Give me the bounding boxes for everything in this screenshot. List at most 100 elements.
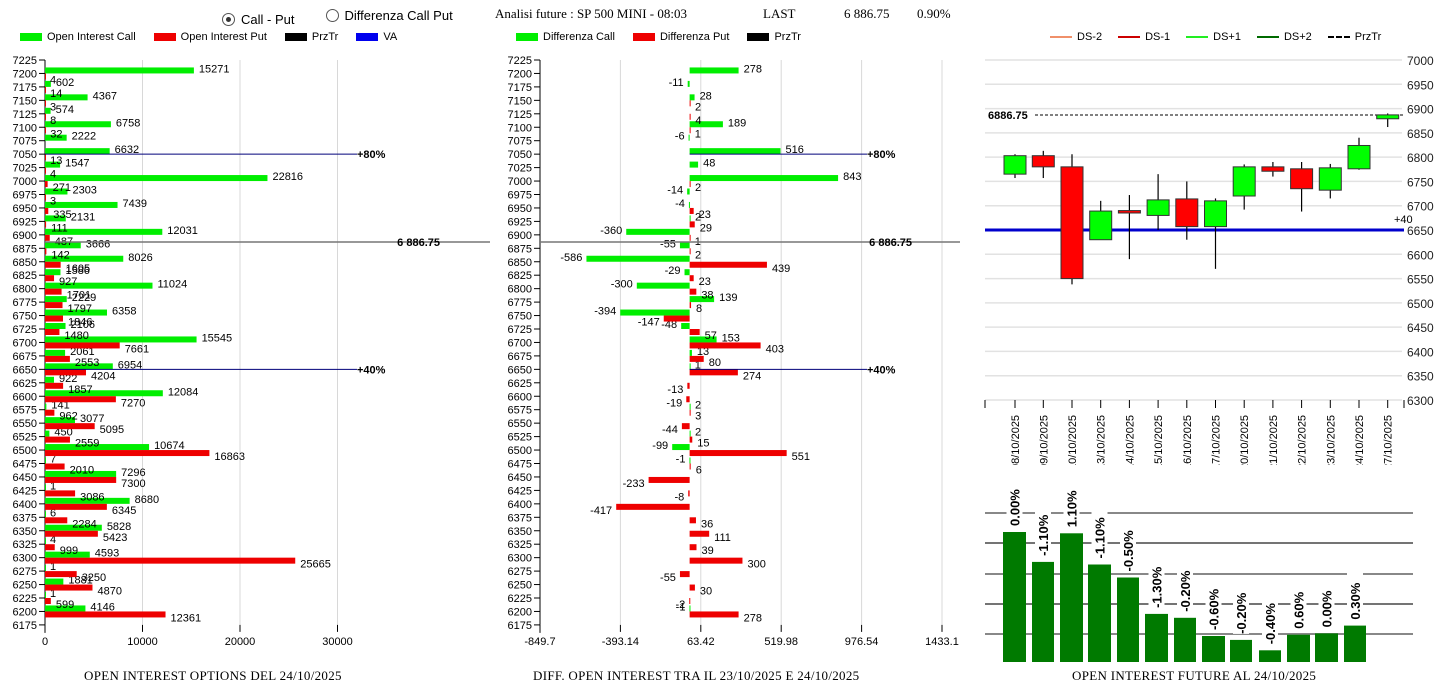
bar-call bbox=[689, 403, 691, 410]
x-tick-label: 17/10/2025 bbox=[1211, 415, 1223, 465]
legend-label: Differenza Call bbox=[543, 31, 615, 43]
bar-label-put: 8 bbox=[696, 303, 702, 315]
va-level-label: +40% bbox=[357, 364, 386, 376]
bar-put bbox=[689, 207, 694, 214]
y-tick-label: 6200 bbox=[13, 606, 37, 618]
bar-label-put: 7661 bbox=[125, 343, 149, 355]
oi-bar bbox=[1117, 577, 1139, 662]
bar-put bbox=[45, 207, 49, 214]
bar-call bbox=[689, 349, 692, 356]
bar-put bbox=[45, 302, 63, 309]
bar-label-put: 4 bbox=[50, 74, 56, 86]
bar-label-put: 403 bbox=[766, 343, 784, 355]
bar-put bbox=[689, 584, 695, 591]
bar-call bbox=[689, 430, 691, 437]
bar-put bbox=[689, 436, 693, 443]
bar-label-call: 12031 bbox=[167, 225, 198, 237]
bar-label-call: 6358 bbox=[112, 306, 136, 318]
y-tick-label: 6200 bbox=[508, 606, 532, 618]
bar-label-call: 13 bbox=[697, 346, 709, 358]
bar-put bbox=[681, 423, 690, 430]
y-tick-label: 7200 bbox=[13, 68, 37, 80]
y-tick-label: 6900 bbox=[508, 230, 532, 242]
x-tick-label: 09/10/2025 bbox=[1038, 415, 1050, 465]
legend-item-ds-minus2: DS-2 bbox=[1050, 31, 1102, 43]
legend-candles: DS-2 DS-1 DS+1 DS+2 PrzTr bbox=[1050, 31, 1397, 43]
bar-label-put: 6345 bbox=[112, 505, 136, 517]
y-tick-label: 7175 bbox=[508, 82, 532, 94]
bar-call bbox=[45, 188, 68, 195]
bar-label-put: 39 bbox=[701, 545, 713, 557]
bar-label-put: 271 bbox=[53, 182, 71, 194]
bar-label-put: 2553 bbox=[75, 357, 99, 369]
radio-call-put[interactable]: Call - Put bbox=[222, 12, 294, 27]
va-line-label: +40 bbox=[1394, 214, 1413, 226]
y-tick-label: 6700 bbox=[13, 337, 37, 349]
y-tick-label: 7000 bbox=[508, 176, 532, 188]
bar-label-put: 30 bbox=[700, 586, 712, 598]
y-tick-label: 6950 bbox=[1407, 78, 1434, 92]
bar-put bbox=[45, 423, 95, 430]
oi-bar-label: -0.20% bbox=[1234, 592, 1249, 634]
bar-call bbox=[45, 417, 76, 424]
bar-label-call: 450 bbox=[54, 427, 72, 439]
bar-label-call: -300 bbox=[611, 279, 633, 291]
bar-put bbox=[45, 476, 117, 483]
legend-item-call: Open Interest Call bbox=[20, 31, 136, 43]
bar-put bbox=[45, 288, 62, 295]
y-tick-label: 6350 bbox=[1407, 370, 1434, 384]
bar-put bbox=[687, 382, 690, 389]
bar-label-put: 80 bbox=[709, 357, 721, 369]
bar-label-call: 1 bbox=[50, 588, 56, 600]
bar-put bbox=[45, 396, 116, 403]
bar-label-call: 1547 bbox=[65, 158, 89, 170]
bar-label-put: 2559 bbox=[75, 438, 99, 450]
bar-label-put: 15 bbox=[697, 438, 709, 450]
candle-bull bbox=[1146, 199, 1170, 216]
bar-call bbox=[45, 430, 50, 437]
bar-put bbox=[689, 611, 739, 618]
bar-put bbox=[45, 248, 47, 255]
y-tick-label: 6300 bbox=[13, 553, 37, 565]
oi-bar-label: 1.10% bbox=[1065, 490, 1080, 527]
bar-label-call: -1 bbox=[676, 601, 686, 613]
x-tick-label: 20000 bbox=[225, 636, 256, 648]
bar-put bbox=[689, 450, 787, 457]
bar-call bbox=[45, 215, 66, 222]
bar-call bbox=[45, 336, 197, 343]
y-tick-label: 6250 bbox=[13, 580, 37, 592]
y-tick-label: 6725 bbox=[508, 324, 532, 336]
open-interest-future-chart: 0.00% -1.10% 1.10% -1.10% -0.50% -1.30% -0.20%… bbox=[985, 480, 1413, 662]
bar-label-put: 2 bbox=[695, 249, 701, 261]
y-tick-label: 6800 bbox=[508, 284, 532, 296]
y-tick-label: 6950 bbox=[13, 203, 37, 215]
bar-label-put: 4204 bbox=[91, 370, 115, 382]
y-tick-label: 6425 bbox=[508, 485, 532, 497]
x-tick-label: 21/10/2025 bbox=[1268, 415, 1280, 465]
bar-label-put: 2 bbox=[695, 101, 701, 113]
x-tick-label: -393.14 bbox=[602, 636, 639, 648]
bar-label-put: 23 bbox=[699, 276, 711, 288]
bar-call bbox=[45, 497, 130, 504]
radio-differenza-call-put[interactable]: Differenza Call Put bbox=[325, 8, 453, 23]
candle-bear bbox=[1290, 168, 1314, 190]
oi-bar-label: -0.40% bbox=[1263, 603, 1278, 645]
bar-label-call: 153 bbox=[722, 332, 740, 344]
bar-call bbox=[45, 390, 163, 397]
bar-put bbox=[45, 503, 107, 510]
bar-label-put: -233 bbox=[623, 478, 645, 490]
y-tick-label: 6250 bbox=[508, 580, 532, 592]
last-label: LAST bbox=[763, 6, 796, 21]
bar-label-call: 28 bbox=[700, 90, 712, 102]
bar-label-put: 5423 bbox=[103, 532, 127, 544]
bar-call bbox=[689, 215, 691, 222]
bar-label-put: 7300 bbox=[121, 478, 145, 490]
x-tick-label: -849.7 bbox=[524, 636, 555, 648]
bar-put bbox=[689, 261, 767, 268]
bar-label-put: 551 bbox=[792, 451, 810, 463]
candle-bull bbox=[1232, 166, 1256, 197]
y-tick-label: 6425 bbox=[13, 485, 37, 497]
bar-label-put: 111 bbox=[714, 532, 731, 544]
y-tick-label: 7125 bbox=[508, 109, 532, 121]
x-tick-label: 15/10/2025 bbox=[1153, 415, 1165, 465]
